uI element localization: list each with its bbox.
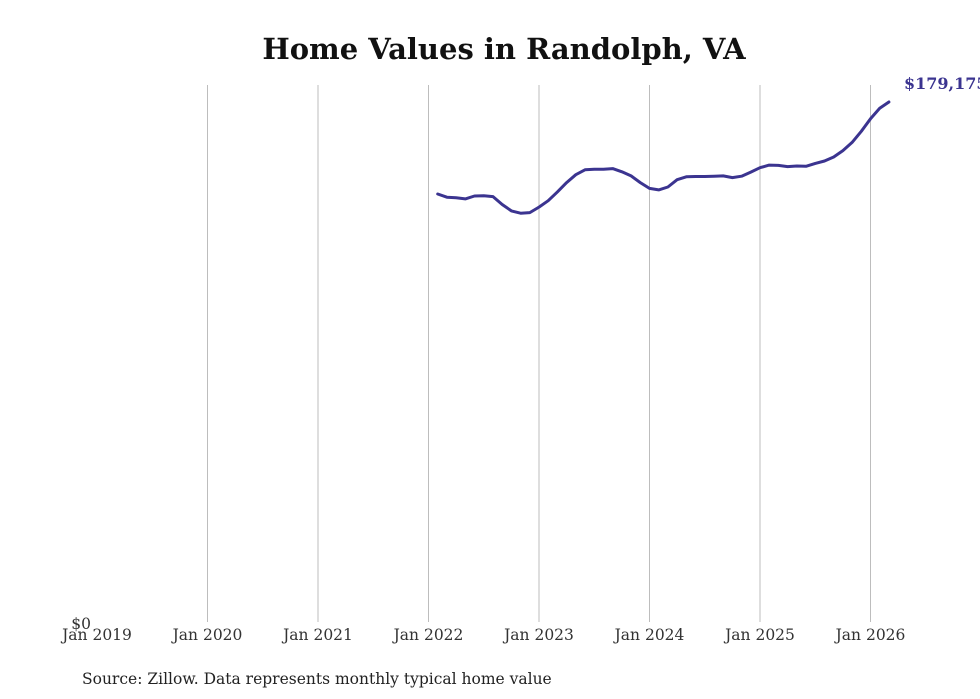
- x-tick-label: Jan 2024: [613, 626, 685, 644]
- x-tick-label: Jan 2020: [171, 626, 243, 644]
- y-tick-label-zero: $0: [71, 615, 91, 633]
- gridlines: [207, 85, 871, 622]
- x-tick-label: Jan 2025: [723, 626, 795, 644]
- end-value-label: $179,175: [904, 74, 980, 93]
- source-note: Source: Zillow. Data represents monthly …: [82, 670, 552, 688]
- x-tick-label: Jan 2023: [502, 626, 574, 644]
- x-axis-ticks: Jan 2019 Jan 2020 Jan 2021 Jan 2022 Jan 2023…: [60, 626, 905, 644]
- x-tick-label: Jan 2019: [60, 626, 132, 644]
- chart-title: Home Values in Randolph, VA: [262, 32, 746, 66]
- x-tick-label: Jan 2022: [392, 626, 464, 644]
- x-tick-label: Jan 2021: [281, 626, 353, 644]
- x-tick-label: Jan 2026: [834, 626, 906, 644]
- series-line-home-value: [436, 100, 891, 215]
